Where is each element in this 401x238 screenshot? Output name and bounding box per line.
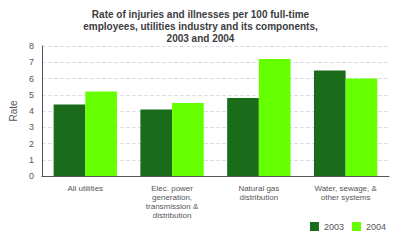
svg-text:2004: 2004 (366, 222, 386, 232)
svg-text:Elec. power: Elec. power (151, 184, 193, 193)
svg-text:employees, utilities industry: employees, utilities industry and its co… (83, 21, 318, 32)
svg-text:8: 8 (29, 41, 34, 51)
svg-text:distribution: distribution (239, 193, 278, 202)
svg-text:0: 0 (29, 171, 34, 181)
svg-text:2003: 2003 (324, 222, 344, 232)
svg-text:2003 and 2004: 2003 and 2004 (167, 33, 235, 44)
svg-text:All utilities: All utilities (68, 184, 104, 193)
svg-text:Rate: Rate (8, 100, 19, 122)
svg-text:Rate of injuries and illnesses: Rate of injuries and illnesses per 100 f… (92, 9, 310, 20)
svg-text:1: 1 (29, 155, 34, 165)
svg-text:Natural gas: Natural gas (238, 184, 279, 193)
svg-text:other systems: other systems (321, 193, 371, 202)
svg-text:2: 2 (29, 139, 34, 149)
svg-text:Water, sewage, &: Water, sewage, & (314, 184, 377, 193)
svg-text:5: 5 (29, 90, 34, 100)
svg-text:4: 4 (29, 106, 34, 116)
svg-text:transmission &: transmission & (146, 202, 199, 211)
svg-text:7: 7 (29, 57, 34, 67)
svg-text:generation,: generation, (152, 193, 192, 202)
svg-text:6: 6 (29, 74, 34, 84)
svg-text:3: 3 (29, 122, 34, 132)
svg-text:distribution: distribution (153, 211, 192, 220)
